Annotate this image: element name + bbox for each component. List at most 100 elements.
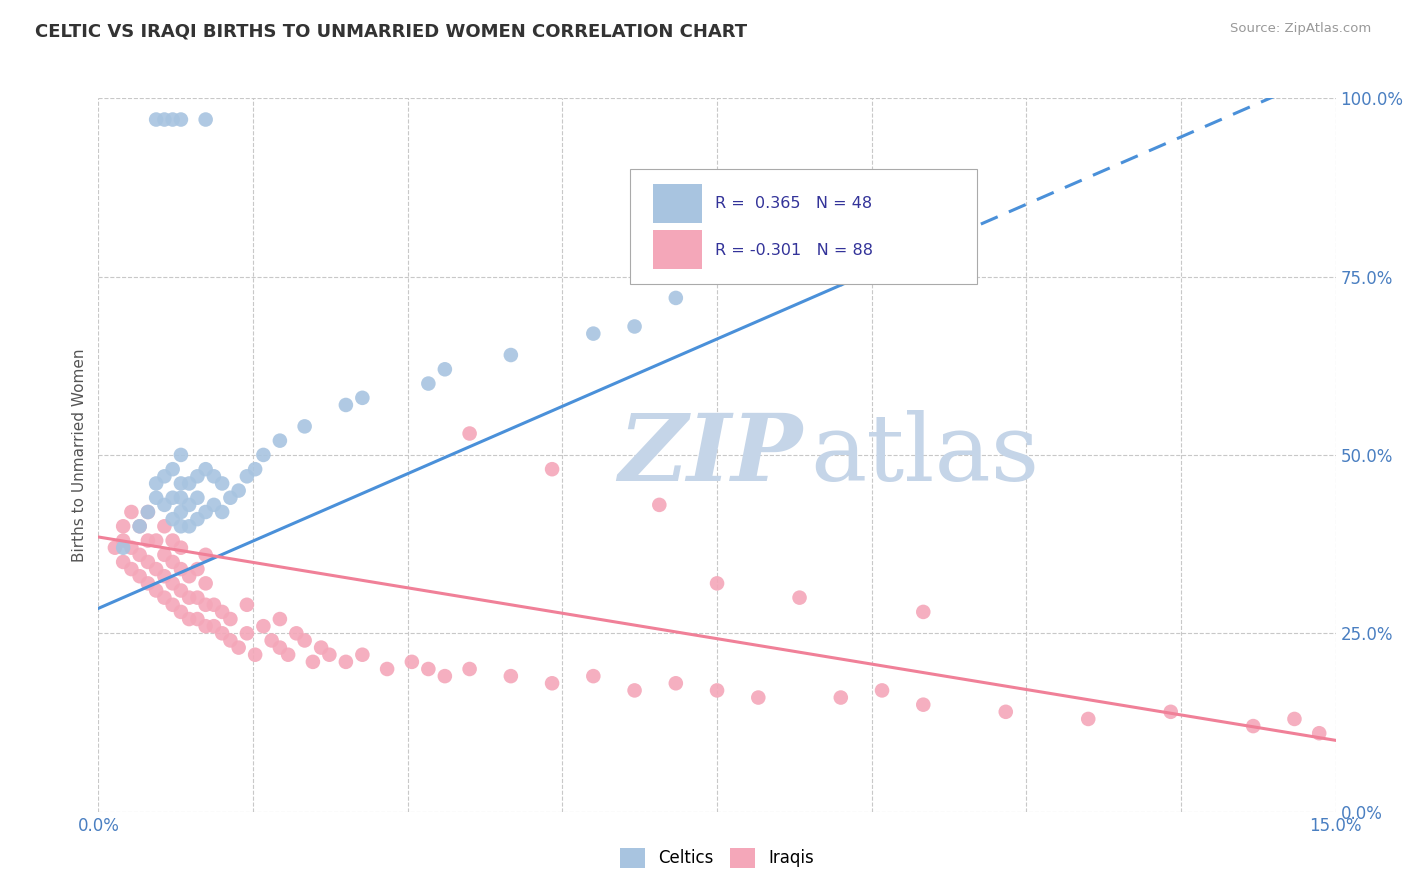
Point [665, 676, 688, 690]
Point [153, 112, 176, 127]
Point [228, 640, 250, 655]
Point [582, 326, 605, 341]
Point [128, 519, 150, 533]
Text: Source: ZipAtlas.com: Source: ZipAtlas.com [1230, 22, 1371, 36]
Text: CELTIC VS IRAQI BIRTHS TO UNMARRIED WOMEN CORRELATION CHART: CELTIC VS IRAQI BIRTHS TO UNMARRIED WOME… [35, 22, 747, 40]
Point [112, 555, 135, 569]
Point [433, 362, 456, 376]
Point [252, 619, 274, 633]
Legend: Celtics, Iraqis: Celtics, Iraqis [613, 841, 821, 875]
Point [170, 541, 193, 555]
Y-axis label: Births to Unmarried Women: Births to Unmarried Women [72, 348, 87, 562]
Point [170, 605, 193, 619]
Point [162, 462, 184, 476]
Point [706, 576, 728, 591]
Point [162, 533, 184, 548]
Point [153, 498, 176, 512]
Point [236, 598, 259, 612]
Point [145, 562, 167, 576]
Point [104, 541, 127, 555]
Point [260, 633, 283, 648]
Point [269, 434, 291, 448]
Point [162, 576, 184, 591]
Point [418, 376, 440, 391]
Point [162, 555, 184, 569]
Point [194, 462, 217, 476]
Point [120, 562, 142, 576]
Point [145, 491, 167, 505]
Point [202, 469, 225, 483]
Point [1241, 719, 1264, 733]
Bar [652, 184, 702, 223]
Point [458, 662, 481, 676]
Point [186, 562, 208, 576]
Point [170, 505, 193, 519]
Point [112, 519, 135, 533]
Point [994, 705, 1017, 719]
Point [870, 683, 893, 698]
Point [302, 655, 325, 669]
Point [170, 519, 193, 533]
Point [145, 583, 167, 598]
Point [499, 669, 522, 683]
Point [136, 505, 159, 519]
Point [211, 505, 233, 519]
Point [186, 469, 208, 483]
Point [153, 569, 176, 583]
Point [194, 619, 217, 633]
Point [318, 648, 340, 662]
Point [136, 533, 159, 548]
Point [269, 640, 291, 655]
Point [162, 512, 184, 526]
Point [243, 462, 266, 476]
Point [186, 512, 208, 526]
Point [153, 591, 176, 605]
Point [401, 655, 423, 669]
Point [194, 112, 217, 127]
Point [912, 698, 935, 712]
Point [211, 605, 233, 619]
Point [179, 591, 201, 605]
Point [112, 541, 135, 555]
Point [194, 548, 217, 562]
Text: atlas: atlas [810, 410, 1039, 500]
Point [145, 533, 167, 548]
Point [665, 291, 688, 305]
Point [830, 690, 852, 705]
Point [120, 541, 142, 555]
Point [294, 633, 316, 648]
Point [186, 612, 208, 626]
Point [145, 476, 167, 491]
Text: ZIP: ZIP [619, 410, 803, 500]
Point [145, 112, 167, 127]
Point [194, 598, 217, 612]
Point [541, 676, 564, 690]
Point [335, 398, 357, 412]
Point [170, 476, 193, 491]
Point [236, 626, 259, 640]
Point [285, 626, 308, 640]
Point [128, 519, 150, 533]
Point [294, 419, 316, 434]
Point [120, 505, 142, 519]
Point [202, 498, 225, 512]
Point [789, 591, 811, 605]
Point [170, 583, 193, 598]
Point [1308, 726, 1330, 740]
Point [236, 469, 259, 483]
Point [186, 591, 208, 605]
Point [458, 426, 481, 441]
Point [912, 605, 935, 619]
Point [352, 391, 374, 405]
Point [179, 498, 201, 512]
Point [219, 612, 242, 626]
Point [136, 576, 159, 591]
Point [335, 655, 357, 669]
Point [112, 533, 135, 548]
Point [162, 598, 184, 612]
Point [375, 662, 398, 676]
Point [499, 348, 522, 362]
Point [623, 683, 645, 698]
FancyBboxPatch shape [630, 169, 977, 284]
Point [582, 669, 605, 683]
